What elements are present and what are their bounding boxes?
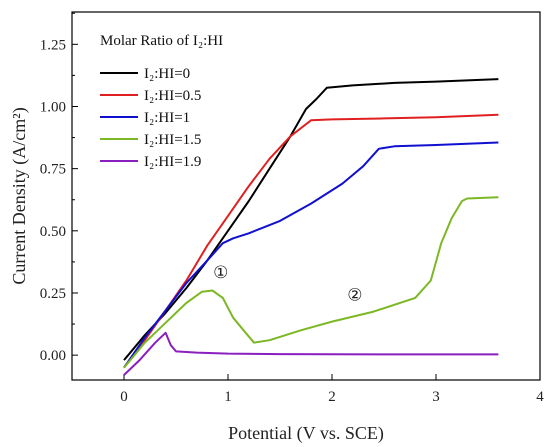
annotation-label: ② <box>347 285 362 305</box>
y-tick-label: 0.50 <box>40 224 66 240</box>
legend: Molar Ratio of I₂:HI I₂:HI=0 I₂:HI=0.5 I₂:… <box>100 33 223 170</box>
annotations: ①② <box>213 263 362 305</box>
legend-label: I₂:HI=0 <box>144 66 190 82</box>
annotation-label: ① <box>213 263 228 283</box>
legend-label: I₂:HI=1.5 <box>144 132 201 148</box>
x-tick-label: 0 <box>120 389 128 405</box>
y-tick-label: 0.25 <box>40 286 66 302</box>
series-line-2 <box>123 141 499 369</box>
legend-label: I₂:HI=1 <box>144 110 190 126</box>
y-tick-label: 0.75 <box>40 162 66 178</box>
x-tick-label: 2 <box>328 389 336 405</box>
x-tick-label: 3 <box>432 389 440 405</box>
y-tick-label: 1.00 <box>40 99 66 115</box>
series-line-3 <box>123 196 499 369</box>
x-tick-label: 1 <box>224 389 232 405</box>
series-line-4 <box>123 331 499 376</box>
x-tick-label: 4 <box>536 389 544 405</box>
plot-frame <box>71 11 541 381</box>
legend-label: I₂:HI=1.9 <box>144 154 201 170</box>
y-axis-label: Current Density (A/cm²) <box>9 107 30 284</box>
axis-ticks: 0 1 2 3 4 0.00 0.25 0.50 0.75 1.00 1.25 <box>40 12 544 405</box>
y-tick-label: 1.25 <box>40 37 66 53</box>
x-axis-label: Potential (V vs. SCE) <box>228 423 384 444</box>
legend-title: Molar Ratio of I₂:HI <box>100 33 223 49</box>
series-layer <box>123 78 499 376</box>
legend-label: I₂:HI=0.5 <box>144 88 201 104</box>
y-tick-label: 0.00 <box>40 348 66 364</box>
